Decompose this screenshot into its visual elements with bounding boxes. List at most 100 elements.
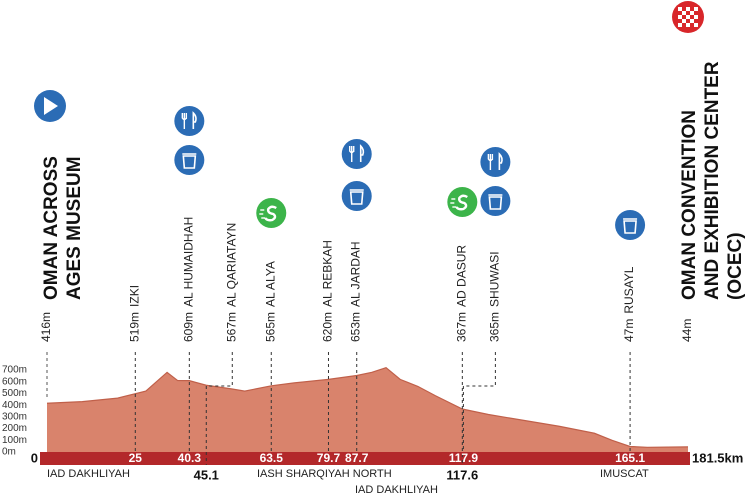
trash-icon [174, 145, 205, 175]
waypoint-line [462, 352, 496, 452]
region-label: IAD DAKHLIYAH [355, 484, 438, 496]
finish-check [686, 7, 690, 11]
km-label: 165.1 [615, 451, 645, 465]
knife [192, 111, 197, 129]
region-label: IASH SHARQIYAH NORTH [257, 468, 392, 480]
food-icon [341, 139, 372, 169]
finish-altitude: 44m [680, 319, 694, 342]
waypoint-label: 609m AL HUMAIDHAH [181, 217, 195, 342]
y-tick-label: 400m [2, 400, 27, 411]
finish-check [690, 11, 694, 15]
y-tick-label: 700m [2, 365, 27, 376]
waypoint-label: 47m RUSAYL [622, 266, 636, 342]
knife [498, 152, 503, 170]
finish-check [682, 11, 686, 15]
waypoint-label-part: 620m [321, 312, 335, 342]
waypoint-label-part: 365m [488, 312, 502, 342]
waypoint-label-part: 609m [181, 312, 195, 342]
bin [623, 218, 638, 234]
sprint-s [264, 205, 277, 222]
waypoint-label: 565m AL ALYA [263, 261, 277, 342]
waypoint-label-part: 567m [224, 312, 238, 342]
start-title-part: OMAN ACROSS [41, 156, 62, 300]
finish-title-part: (OCEC) [725, 232, 746, 300]
finish-title-part: OMAN CONVENTION [679, 110, 700, 300]
y-tick-label: 200m [2, 423, 27, 434]
trash-icon [341, 181, 372, 211]
y-tick-label: 100m [2, 435, 27, 446]
y-tick-label: 0m [2, 447, 16, 458]
waypoint-label: 367m AD DASUR [454, 245, 468, 342]
bin [488, 194, 503, 210]
waypoint-label-part: 653m [349, 312, 363, 342]
waypoint-label-part: 519m [127, 312, 141, 342]
start-altitude: 416m [39, 312, 53, 342]
area-fill [47, 367, 688, 452]
finish-check [682, 19, 686, 23]
knife [359, 144, 365, 162]
bin [182, 153, 197, 169]
waypoint-label-part: 565m [263, 312, 277, 342]
km-label: 25 [129, 451, 143, 465]
y-tick-label: 600m [2, 376, 27, 387]
finish-title: AND EXHIBITION CENTER [702, 61, 723, 300]
finish-check [678, 15, 682, 19]
food-icon [174, 106, 205, 136]
fork [349, 146, 355, 162]
waypoint-label: 519m IZKI [127, 285, 141, 342]
finish-check [686, 23, 690, 27]
finish-title: (OCEC) [725, 232, 746, 300]
finish-check [690, 19, 694, 23]
food-icon [480, 147, 511, 177]
waypoint-label-part: AL HUMAIDHAH [181, 217, 195, 307]
start-title: OMAN ACROSS [41, 156, 62, 300]
waypoint-label-part: AL REBKAH [321, 240, 335, 307]
finish-check [678, 23, 682, 27]
waypoint-label-part: AD DASUR [454, 245, 468, 307]
x-tick-label: 181.5km [692, 450, 743, 465]
km-label: 79.7 [317, 451, 341, 465]
bin [349, 189, 364, 205]
trash-icon [480, 186, 511, 216]
waypoint-label: 365m SHUWASI [488, 251, 502, 342]
waypoint-label: 567m AL QARIATAYN [224, 223, 238, 342]
km-label: 63.5 [260, 451, 284, 465]
start-altitude-part: 416m [39, 312, 53, 342]
km-label: 117.6 [446, 467, 478, 482]
finish-title-part: AND EXHIBITION CENTER [702, 61, 723, 300]
waypoint-label-part: 47m [622, 319, 636, 342]
y-tick-label: 500m [2, 388, 27, 399]
waypoint-label-part: AL JARDAH [349, 241, 363, 307]
sprint-s [455, 194, 468, 211]
start-title-part: AGES MUSEUM [64, 156, 85, 300]
finish-check [694, 7, 698, 11]
waypoint-label: 653m AL JARDAH [349, 241, 363, 342]
km-label: 87.7 [345, 451, 369, 465]
start-title: AGES MUSEUM [64, 156, 85, 300]
km-label: 117.9 [449, 451, 479, 465]
waypoint-label-part: SHUWASI [488, 251, 502, 307]
finish-check [694, 23, 698, 27]
waypoint-label: 620m AL REBKAH [321, 240, 335, 342]
trash-icon [615, 210, 646, 240]
finish-check [686, 15, 690, 19]
start-arrow [44, 97, 58, 115]
waypoint-label-part: 367m [454, 312, 468, 342]
profile-line [46, 366, 689, 448]
km-label: 40.3 [178, 451, 202, 465]
finish-title: OMAN CONVENTION [679, 110, 700, 300]
waypoint-label-part: AL QARIATAYN [224, 223, 238, 307]
region-label: IAD DAKHLIYAH [47, 468, 130, 480]
region-label: IMUSCAT [600, 468, 649, 480]
km-label: 45.1 [194, 467, 219, 482]
finish-altitude-part: 44m [680, 319, 694, 342]
y-tick-label: 300m [2, 411, 27, 422]
finish-check [678, 7, 682, 11]
fork [487, 154, 494, 170]
finish-check [694, 15, 698, 19]
waypoint-label-part: RUSAYL [622, 266, 636, 313]
waypoint-label-part: IZKI [127, 285, 141, 307]
distance-band [40, 452, 690, 465]
waypoint-label-part: AL ALYA [263, 261, 277, 307]
